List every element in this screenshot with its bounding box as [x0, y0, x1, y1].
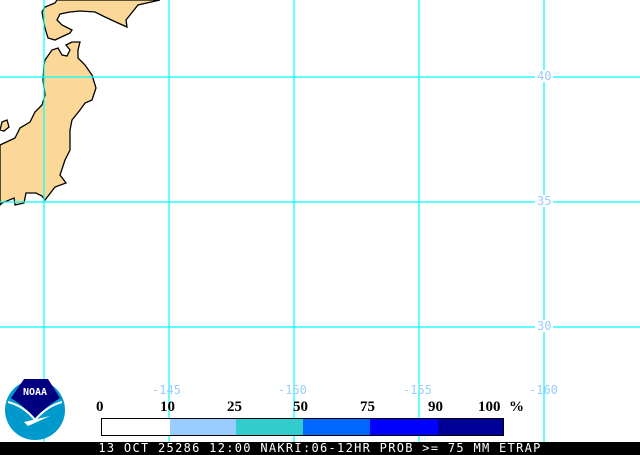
lat-label: 30: [535, 319, 554, 333]
legend-label: 50: [293, 399, 308, 415]
caption-bar: 13 OCT 25286 12:00 NAKRI:06-12HR PROB >=…: [0, 442, 640, 455]
legend-label: 0: [96, 399, 104, 415]
legend-label: 75: [360, 399, 375, 415]
island: [0, 119, 10, 132]
legend-swatch: [170, 419, 236, 435]
lon-label: -145: [152, 383, 181, 397]
noaa-logo: NOAA: [5, 379, 65, 440]
lat-label: 35: [535, 194, 554, 208]
legend-color-bar: [101, 418, 504, 436]
lon-label: -150: [278, 383, 307, 397]
lat-label: 40: [535, 69, 554, 83]
legend-unit: %: [509, 399, 524, 415]
legend-label: 25: [227, 399, 242, 415]
legend-swatch: [438, 419, 503, 435]
legend-label: 90: [428, 399, 443, 415]
lon-label: -160: [529, 383, 558, 397]
legend-swatch: [236, 419, 303, 435]
legend-label: 10: [160, 399, 175, 415]
land: [0, 0, 161, 206]
legend-swatch: [102, 419, 170, 435]
legend-swatch: [303, 419, 370, 435]
legend-swatch: [370, 419, 438, 435]
legend-label: 100: [478, 399, 501, 415]
graticule: [0, 0, 640, 442]
svg-text:NOAA: NOAA: [23, 387, 47, 398]
honshu: [0, 41, 97, 206]
hokkaido: [41, 0, 161, 41]
lon-label: -155: [403, 383, 432, 397]
